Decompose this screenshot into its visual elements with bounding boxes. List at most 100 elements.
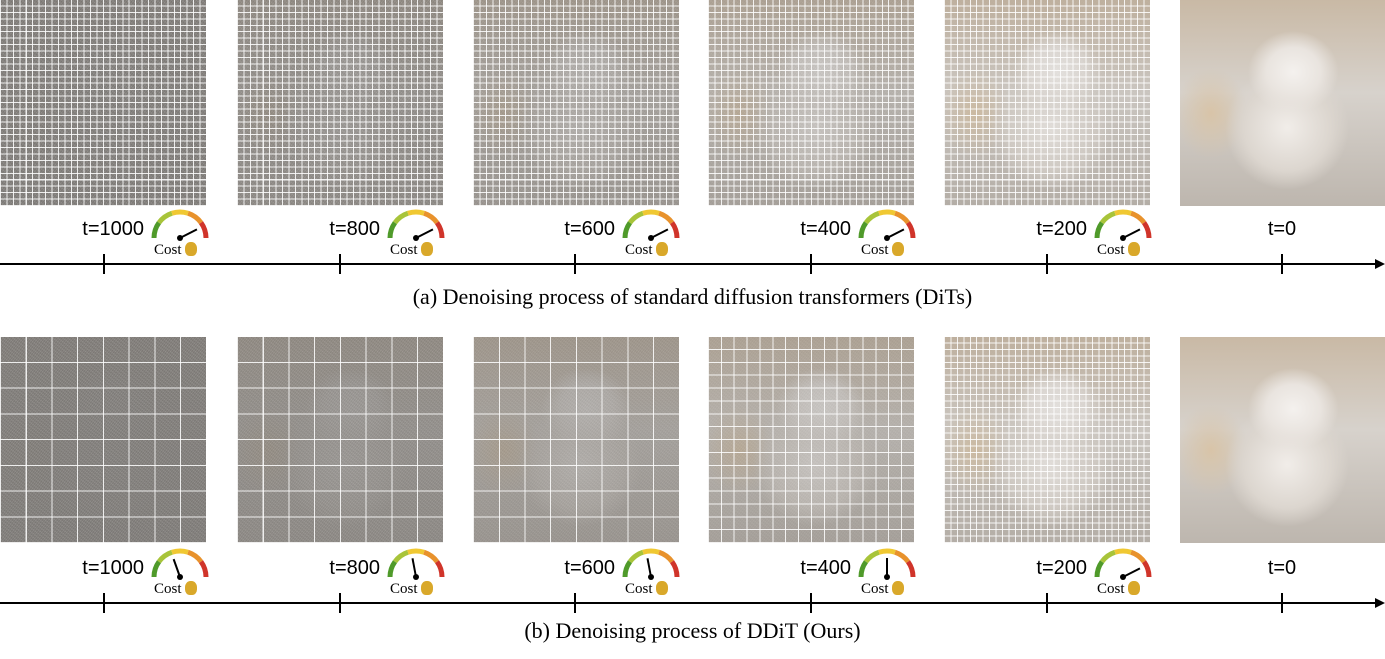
cost-text: Cost [390, 581, 418, 597]
cost-text: Cost [861, 242, 889, 258]
gauge-segment [1099, 549, 1116, 564]
speedometer-icon [387, 548, 445, 580]
gauge-hub [177, 235, 183, 241]
money-bag-icon [184, 581, 197, 595]
step-image [0, 0, 206, 206]
patch-grid [708, 0, 914, 206]
kitten-image [1180, 0, 1385, 206]
gauge-segment [1099, 210, 1116, 225]
patch-grid [0, 337, 206, 543]
kitten-image [1180, 337, 1385, 543]
gauge-segment [669, 560, 680, 578]
gauge-segment [198, 221, 209, 239]
gauge-hub [648, 235, 654, 241]
step-image [1180, 0, 1385, 206]
speedometer-icon [858, 548, 916, 580]
step-image [237, 337, 443, 543]
gauge-segment [905, 560, 916, 578]
speedometer-icon [622, 209, 680, 241]
gauge-segment [387, 221, 398, 239]
money-bag-icon [655, 581, 668, 595]
gauge-segment [392, 549, 409, 564]
gauge-segment [1130, 549, 1147, 564]
speedometer-icon [622, 548, 680, 580]
step-image [473, 337, 679, 543]
gauge-segment [171, 548, 189, 555]
gauge-segment [658, 549, 675, 564]
gauge-segment [434, 560, 445, 578]
gauge-segment [1141, 560, 1152, 578]
gauge-segment [198, 560, 209, 578]
cost-label: Cost [390, 581, 433, 598]
gauge-segment [669, 221, 680, 239]
cost-label: Cost [861, 581, 904, 598]
step-image [708, 337, 914, 543]
gauge-needle [172, 558, 181, 578]
patch-grid [0, 0, 206, 206]
patch-grid [237, 0, 443, 206]
timeline-axis [0, 602, 1378, 604]
step-image [237, 0, 443, 206]
gauge-segment [407, 209, 425, 216]
speedometer-icon [858, 209, 916, 241]
patch-grid [708, 337, 914, 543]
timestep-label: t=0 [1267, 557, 1297, 579]
timestep-label: t=200 [1036, 218, 1087, 240]
gauge-segment [878, 548, 896, 555]
gauge-segment [878, 209, 896, 216]
cost-label: Cost [625, 581, 668, 598]
gauge-segment [434, 221, 445, 239]
row-caption: (a) Denoising process of standard diffus… [412, 284, 973, 309]
cost-label: Cost [390, 242, 433, 259]
gauge-segment [1114, 548, 1132, 555]
gauge-segment [156, 549, 173, 564]
gauge-segment [658, 210, 675, 225]
cost-label: Cost [154, 242, 197, 259]
gauge-segment [622, 221, 633, 239]
gauge-segment [642, 548, 660, 555]
gauge-needle [886, 228, 905, 239]
axis-arrowhead [1375, 598, 1385, 608]
gauge-segment [627, 549, 644, 564]
money-bag-icon [891, 242, 904, 256]
timestep-label: t=1000 [82, 557, 144, 579]
speedometer-icon [1094, 209, 1152, 241]
money-bag-icon [1127, 581, 1140, 595]
timestep-label: t=0 [1267, 218, 1297, 240]
gauge-hub [413, 574, 419, 580]
money-bag-icon [420, 242, 433, 256]
gauge-needle [646, 558, 652, 578]
gauge-segment [1130, 210, 1147, 225]
step-image [1180, 337, 1385, 543]
gauge-segment [858, 560, 869, 578]
gauge-segment [858, 221, 869, 239]
gauge-segment [905, 221, 916, 239]
cost-text: Cost [861, 581, 889, 597]
gauge-segment [863, 210, 880, 225]
timestep-label: t=400 [800, 557, 851, 579]
gauge-segment [642, 209, 660, 216]
gauge-hub [884, 235, 890, 241]
gauge-hub [413, 235, 419, 241]
money-bag-icon [655, 242, 668, 256]
gauge-hub [177, 574, 183, 580]
cost-label: Cost [1097, 242, 1140, 259]
patch-grid [237, 337, 443, 543]
step-image [944, 0, 1150, 206]
gauge-segment [423, 210, 440, 225]
speedometer-icon [387, 209, 445, 241]
gauge-hub [1120, 574, 1126, 580]
speedometer-icon [1094, 548, 1152, 580]
step-image [0, 337, 206, 543]
timestep-label: t=600 [564, 218, 615, 240]
gauge-segment [156, 210, 173, 225]
gauge-segment [392, 210, 409, 225]
money-bag-icon [184, 242, 197, 256]
gauge-needle [650, 228, 669, 239]
cost-text: Cost [1097, 581, 1125, 597]
gauge-needle [1122, 228, 1141, 239]
gauge-needle [1122, 567, 1141, 578]
timestep-label: t=400 [800, 218, 851, 240]
speedometer-icon [151, 209, 209, 241]
gauge-segment [171, 209, 189, 216]
